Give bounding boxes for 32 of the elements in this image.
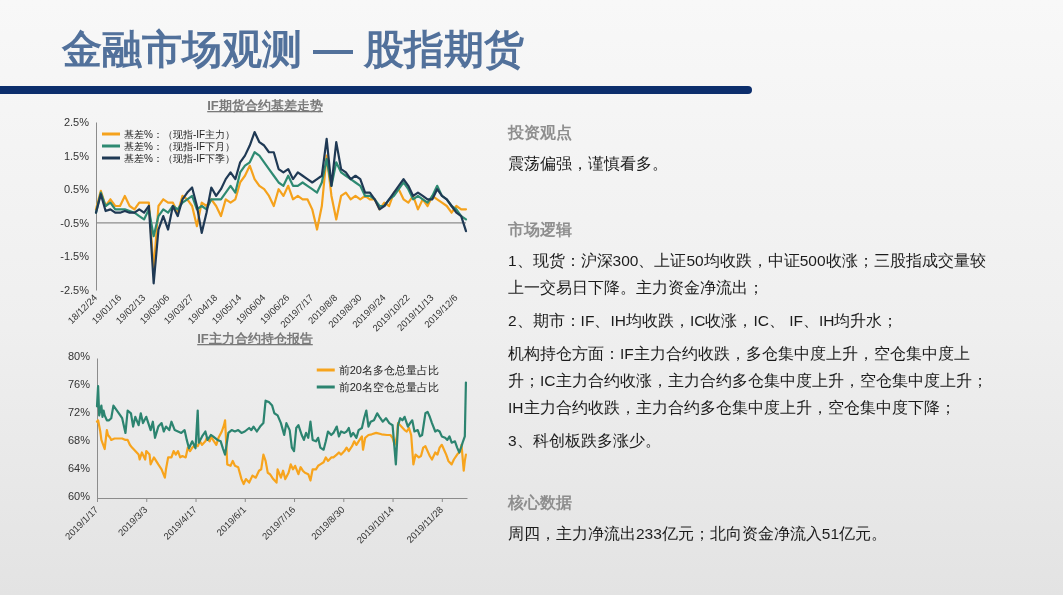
text: 投资观点: [508, 123, 573, 143]
chart-title: IF期货合约基差走势: [207, 98, 323, 113]
y-tick-label: 72%: [67, 405, 91, 418]
line-series: [94, 130, 468, 285]
text: 1、现货：沪深300、上证50均收跌，中证500收涨；三股指成交量较上一交易日下降。主力资金净流出；: [508, 251, 987, 298]
line-series: [95, 419, 468, 486]
legend-label: 基差%：（现指-IF下月）: [124, 140, 236, 152]
text: 震荡偏强，谨慎看多。: [508, 154, 669, 174]
legend-label: 前20名多仓总量占比: [338, 363, 439, 376]
y-tick-label: 68%: [67, 433, 91, 446]
text: 机构持仓方面：IF主力合约收跌，多仓集中度上升，空仓集中度上升；IC主力合约收涨，主力合约多仓集中度上升，空仓集中度上升；IH主力合约收跌，主力合约多仓集中度上升，空仓集中度下降；: [508, 344, 989, 418]
y-tick-label: -0.5%: [60, 216, 90, 229]
line-series: [95, 381, 468, 466]
legend-label: 基差%：（现指-IF下季）: [124, 152, 236, 164]
text: 3、科创板跌多涨少。: [508, 431, 662, 451]
y-tick-label: 1.5%: [63, 149, 90, 162]
y-tick-label: 0.5%: [63, 183, 90, 196]
chart-title: IF主力合约持仓报告: [197, 331, 313, 346]
text: 核心数据: [508, 493, 573, 513]
y-tick-label: 76%: [67, 377, 91, 390]
y-tick-label: 64%: [67, 461, 91, 474]
text: 周四，主力净流出233亿元；北向资金净流入51亿元。: [508, 524, 889, 544]
y-tick-label: 2.5%: [63, 116, 90, 129]
text: 市场逻辑: [508, 220, 573, 240]
legend-label: 前20名空仓总量占比: [338, 380, 439, 393]
legend-label: 基差%：（现指-IF主力）: [124, 128, 236, 140]
y-tick-label: 60%: [67, 489, 91, 502]
y-tick-label: -1.5%: [60, 250, 90, 263]
text: 2、期市：IF、IH均收跌，IC收涨，IC、 IF、IH均升水；: [508, 311, 900, 331]
y-tick-label: -2.5%: [60, 284, 90, 297]
y-tick-label: 80%: [67, 349, 91, 362]
text: 金融市场观测 — 股指期货: [62, 26, 525, 73]
